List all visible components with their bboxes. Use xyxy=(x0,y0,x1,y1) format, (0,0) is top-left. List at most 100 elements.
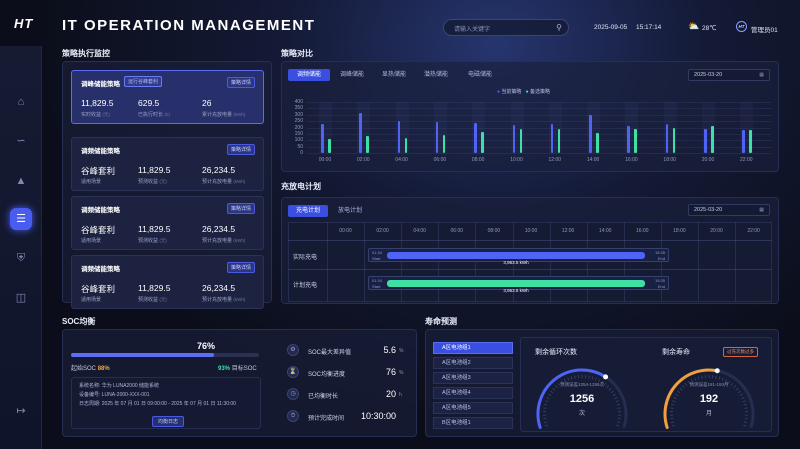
tab-4[interactable]: 潜热储能 xyxy=(423,72,448,78)
gantt-hline xyxy=(288,240,772,241)
gauge-knob xyxy=(714,368,720,374)
soc-metric-value: 5.6 xyxy=(383,345,396,355)
home-icon[interactable]: ⌂ xyxy=(17,96,25,108)
search-placeholder: 请输入关键字 xyxy=(454,27,491,33)
gantt-bar[interactable]: 3,963.5 kWh xyxy=(387,280,645,293)
start-tag: Start xyxy=(372,284,381,289)
shield-icon[interactable]: ⛨ xyxy=(16,252,26,264)
gridline xyxy=(307,146,771,148)
strategy-label-text: 预测收益 xyxy=(138,297,159,303)
database-icon[interactable]: ◫ xyxy=(15,292,27,304)
tab-2[interactable]: 调峰储能 xyxy=(339,72,364,78)
bar-alt[interactable] xyxy=(557,128,561,153)
bar-current[interactable] xyxy=(435,122,439,153)
strategy-card[interactable]: 调峰储能策略 运行谷峰套利 策略详情 11,829.5 实时收益 (元) 629.5 已执行… xyxy=(71,70,264,124)
soc-progress-track xyxy=(71,353,259,357)
bar-alt[interactable] xyxy=(596,132,599,153)
bar-current[interactable] xyxy=(627,125,630,153)
gantt-task[interactable]: 01:34 Start 3,963.5 kWh 15:35 End xyxy=(368,276,669,293)
strategy-detail-button[interactable]: 策略详情 xyxy=(226,203,255,214)
gantt-vline xyxy=(698,222,699,302)
battery-group-item[interactable]: A区电池组1 xyxy=(433,342,513,354)
strategy-detail-button[interactable]: 策略详情 xyxy=(226,262,255,273)
soc-metric-label: SOC均衡进度 xyxy=(308,372,346,378)
plan-tab-2[interactable]: 放电计划 xyxy=(337,208,362,214)
gauge-tick xyxy=(563,379,567,383)
battery-group-item[interactable]: A区电池组3 xyxy=(433,372,513,384)
gauge-tick xyxy=(742,400,746,403)
battery-group-item[interactable]: A区电池组4 xyxy=(433,387,513,399)
tab-3[interactable]: 显热储能 xyxy=(381,72,406,78)
bar-current[interactable] xyxy=(665,123,669,153)
strategy-label-2: 已执行时长 (h) xyxy=(138,111,170,118)
strategy-card[interactable]: 调频储能策略 策略详情 谷峰套利 适用场景 11,829.5 预测收益 (元) 26,234… xyxy=(71,255,264,309)
strategy-value-1: 谷峰套利 xyxy=(81,225,116,235)
search-icon[interactable]: ⚲ xyxy=(556,23,562,32)
bar-alt[interactable] xyxy=(634,128,637,153)
gantt-value: 3,963.5 kWh xyxy=(503,260,529,265)
compare-date-picker[interactable]: 2025-03-20 ▦ xyxy=(688,69,770,81)
calendar-icon[interactable]: ▦ xyxy=(759,72,764,78)
strategy-card[interactable]: 调频储能策略 策略详情 谷峰套利 适用场景 11,829.5 预测收益 (元) 26,234… xyxy=(71,196,264,250)
gantt-task[interactable]: 01:34 Start 3,963.5 kWh 15:35 End xyxy=(368,248,669,265)
battery-group-item[interactable]: A区电池组5 xyxy=(433,402,513,414)
battery-group-item[interactable]: A区电池组2 xyxy=(433,357,513,369)
bar-alt[interactable] xyxy=(672,127,676,153)
logout-icon[interactable]: ↦ xyxy=(16,405,26,417)
strategy-name: 调频储能策略 xyxy=(81,207,120,214)
gantt-bar[interactable]: 3,963.5 kWh xyxy=(387,252,645,265)
bar-current[interactable] xyxy=(589,114,592,153)
gauge-tick xyxy=(690,379,694,383)
list-icon[interactable]: ☰ xyxy=(10,208,32,230)
soc-info-value: LUNA-2000-XXX-001 xyxy=(101,392,150,398)
bar-current[interactable] xyxy=(704,128,707,153)
plan-tab-1[interactable]: 充电计划 xyxy=(288,205,328,217)
balance-log-button[interactable]: 均衡日志 xyxy=(152,416,185,427)
soc-target-label: 目标SOC xyxy=(231,366,257,372)
bar-alt[interactable] xyxy=(442,135,446,153)
bar-current[interactable] xyxy=(742,130,745,153)
strategy-detail-button[interactable]: 策略详情 xyxy=(226,144,255,155)
strategy-card[interactable]: 调频储能策略 策略详情 谷峰套利 适用场景 11,829.5 预测收益 (元) 26,234… xyxy=(71,137,264,191)
battery-group-item[interactable]: B区电池组1 xyxy=(433,417,513,429)
strategy-unit: (h) xyxy=(164,112,170,117)
bar-alt[interactable] xyxy=(366,135,369,153)
bar-current[interactable] xyxy=(359,113,362,153)
bar-alt[interactable] xyxy=(481,131,484,153)
search-input[interactable]: 请输入关键字 ⚲ xyxy=(443,19,569,36)
gauge-tick xyxy=(597,379,601,383)
calendar-icon[interactable]: ▦ xyxy=(759,207,764,213)
gauge-tick xyxy=(744,421,748,423)
strategy-value-1: 11,829.5 xyxy=(81,98,114,108)
hour-label: 12:00 xyxy=(561,228,575,234)
legend-alt: 备选策略 xyxy=(530,89,551,95)
gauge-tick xyxy=(550,390,554,394)
bar-current[interactable] xyxy=(512,124,515,153)
tab-5[interactable]: 电磁储能 xyxy=(467,72,492,78)
gridline xyxy=(307,127,771,129)
soc-metric-unit: % xyxy=(399,370,404,376)
bar-current[interactable] xyxy=(550,123,554,153)
tab-1[interactable]: 调频储能 xyxy=(288,69,330,81)
plan-date-picker[interactable]: 2025-03-20 ▦ xyxy=(688,204,770,216)
gauge-tick xyxy=(679,387,683,391)
bar-alt[interactable] xyxy=(711,125,714,153)
start-time: 01:34 xyxy=(372,250,383,255)
bar-alt[interactable] xyxy=(328,138,331,153)
bar-current[interactable] xyxy=(397,121,401,153)
soc-start: 起始SOC 88% xyxy=(71,363,110,372)
bar-current[interactable] xyxy=(474,123,477,153)
strategy-detail-button[interactable]: 策略详情 xyxy=(226,77,255,88)
cycles-title: 剩余循环次数 xyxy=(535,349,577,356)
gauge-tick xyxy=(671,424,675,427)
alarm-icon[interactable]: ▲ xyxy=(15,175,27,187)
chart-icon[interactable]: ∽ xyxy=(16,135,26,147)
sidebar: ⌂ ∽ ▲ ☰ ⛨ ◫ ↦ xyxy=(0,46,42,449)
bar-current[interactable] xyxy=(321,123,324,153)
bar-alt[interactable] xyxy=(404,137,408,153)
x-tick: 18:00 xyxy=(663,157,676,163)
user-name[interactable]: 管理员01 xyxy=(751,27,778,34)
avatar[interactable]: HT xyxy=(736,21,747,32)
bar-alt[interactable] xyxy=(519,129,522,153)
bar-alt[interactable] xyxy=(749,130,752,153)
